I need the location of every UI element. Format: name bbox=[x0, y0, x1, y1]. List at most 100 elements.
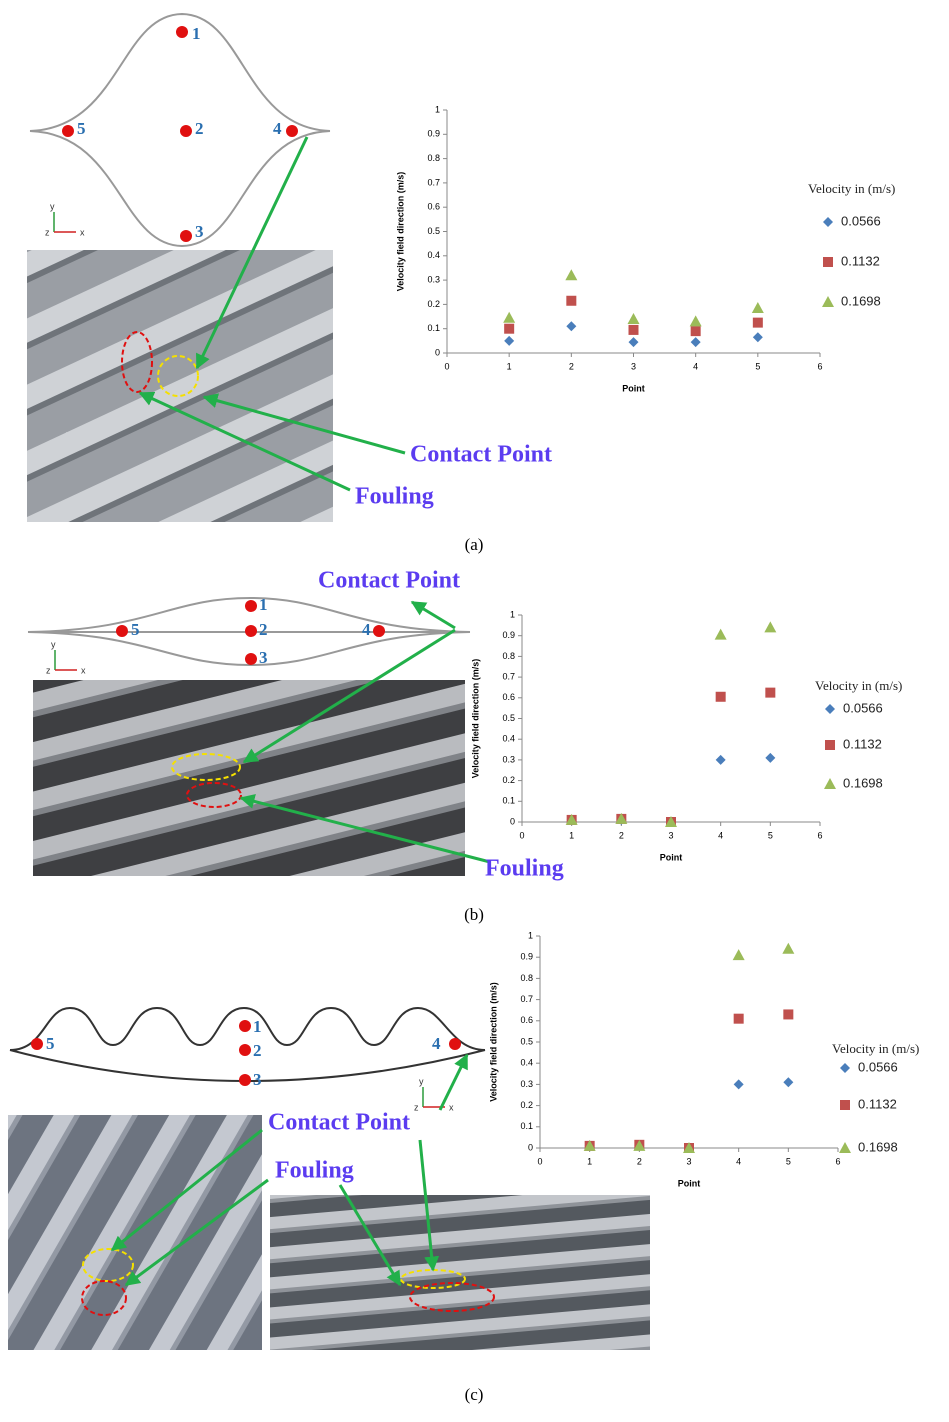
probe-point bbox=[180, 230, 192, 242]
legend-label: 0.1698 bbox=[858, 1139, 898, 1154]
legend-swatch bbox=[840, 1100, 850, 1110]
x-tick-label: 5 bbox=[755, 361, 760, 371]
panel-caption: (c) bbox=[465, 1385, 484, 1404]
panel-caption: (b) bbox=[464, 905, 484, 924]
legend-label: 0.1132 bbox=[843, 736, 882, 751]
point-label: 2 bbox=[253, 1041, 262, 1060]
sem-photo bbox=[270, 1195, 650, 1350]
y-tick-label: 0.5 bbox=[427, 226, 440, 236]
marker bbox=[665, 816, 677, 827]
y-tick-label: 0.5 bbox=[520, 1036, 533, 1046]
point-label: 4 bbox=[362, 620, 371, 639]
y-tick-label: 0 bbox=[435, 347, 440, 357]
legend-label: 0.0566 bbox=[841, 213, 881, 228]
legend-swatch bbox=[823, 257, 833, 267]
marker bbox=[764, 621, 777, 633]
y-tick-label: 0.9 bbox=[520, 952, 533, 962]
marker bbox=[627, 312, 640, 324]
legend-label: 0.0566 bbox=[843, 700, 883, 715]
y-tick-label: 1 bbox=[510, 609, 515, 619]
arrow bbox=[418, 1139, 440, 1272]
point-label: 3 bbox=[195, 222, 204, 241]
y-tick-label: 0 bbox=[528, 1142, 533, 1152]
legend-swatch bbox=[825, 740, 835, 750]
x-axis-label: Point bbox=[622, 383, 645, 393]
legend-title: Velocity in (m/s) bbox=[815, 678, 902, 693]
channel-outline bbox=[29, 12, 331, 248]
y-tick-label: 0.5 bbox=[502, 713, 515, 723]
contact-marker bbox=[171, 753, 241, 781]
legend-title: Velocity in (m/s) bbox=[832, 1041, 919, 1056]
point-label: 4 bbox=[273, 119, 282, 138]
point-label: 5 bbox=[46, 1034, 55, 1053]
point-label: 1 bbox=[253, 1017, 262, 1036]
legend-label: 0.1698 bbox=[843, 775, 883, 790]
marker bbox=[732, 949, 745, 961]
fouling-marker bbox=[121, 331, 153, 393]
x-tick-label: 0 bbox=[537, 1156, 542, 1166]
marker bbox=[583, 1139, 596, 1151]
x-tick-label: 1 bbox=[569, 830, 574, 840]
marker bbox=[504, 323, 515, 334]
probe-point bbox=[239, 1020, 251, 1032]
legend-label: 0.1132 bbox=[841, 253, 880, 268]
marker bbox=[566, 321, 577, 332]
x-tick-label: 6 bbox=[817, 361, 822, 371]
legend-title: Velocity in (m/s) bbox=[808, 181, 895, 196]
y-tick-label: 0.3 bbox=[427, 274, 440, 284]
marker bbox=[715, 754, 726, 765]
y-tick-label: 1 bbox=[435, 104, 440, 114]
point-label: 2 bbox=[195, 119, 204, 138]
probe-point bbox=[245, 625, 257, 637]
probe-point bbox=[180, 125, 192, 137]
y-tick-label: 0.1 bbox=[427, 323, 440, 333]
fouling-marker bbox=[81, 1280, 127, 1316]
y-tick-label: 0.6 bbox=[520, 1015, 533, 1025]
arrow bbox=[338, 1184, 402, 1287]
axis-triad-label: y bbox=[419, 1076, 424, 1086]
annotation: Fouling bbox=[485, 856, 564, 882]
x-tick-label: 6 bbox=[817, 830, 822, 840]
point-label: 2 bbox=[259, 620, 268, 639]
probe-point bbox=[239, 1074, 251, 1086]
x-tick-label: 2 bbox=[569, 361, 574, 371]
probe-point bbox=[245, 600, 257, 612]
probe-point bbox=[31, 1038, 43, 1050]
probe-point bbox=[62, 125, 74, 137]
probe-point bbox=[176, 26, 188, 38]
y-tick-label: 0.6 bbox=[502, 692, 515, 702]
probe-point bbox=[286, 125, 298, 137]
marker bbox=[628, 337, 639, 348]
arrow bbox=[202, 393, 406, 455]
x-tick-label: 3 bbox=[631, 361, 636, 371]
marker bbox=[751, 302, 764, 314]
y-tick-label: 0.2 bbox=[502, 775, 515, 785]
axis-triad-label: x bbox=[80, 227, 85, 237]
fouling-marker bbox=[409, 1282, 495, 1312]
marker bbox=[733, 1079, 744, 1090]
axis-triad-label: z bbox=[45, 227, 50, 237]
axis-triad-label: z bbox=[46, 665, 51, 675]
y-tick-label: 0.8 bbox=[520, 973, 533, 983]
probe-point bbox=[116, 625, 128, 637]
point-label: 5 bbox=[131, 620, 140, 639]
legend-swatch bbox=[824, 778, 836, 789]
y-tick-label: 0.7 bbox=[520, 994, 533, 1004]
x-tick-label: 0 bbox=[519, 830, 524, 840]
y-tick-label: 0.3 bbox=[502, 754, 515, 764]
y-tick-label: 0.1 bbox=[520, 1121, 533, 1131]
x-tick-label: 1 bbox=[507, 361, 512, 371]
y-axis-label: Velocity field direction (m/s) bbox=[470, 659, 480, 779]
channel-outline bbox=[9, 1006, 486, 1051]
x-tick-label: 0 bbox=[444, 361, 449, 371]
marker bbox=[752, 317, 763, 328]
x-axis-label: Point bbox=[660, 852, 683, 862]
annotation: Contact Point bbox=[268, 1110, 410, 1136]
marker bbox=[689, 315, 702, 327]
sem-photo bbox=[27, 250, 333, 522]
x-tick-label: 2 bbox=[619, 830, 624, 840]
arrow bbox=[410, 600, 456, 630]
marker bbox=[503, 311, 516, 323]
